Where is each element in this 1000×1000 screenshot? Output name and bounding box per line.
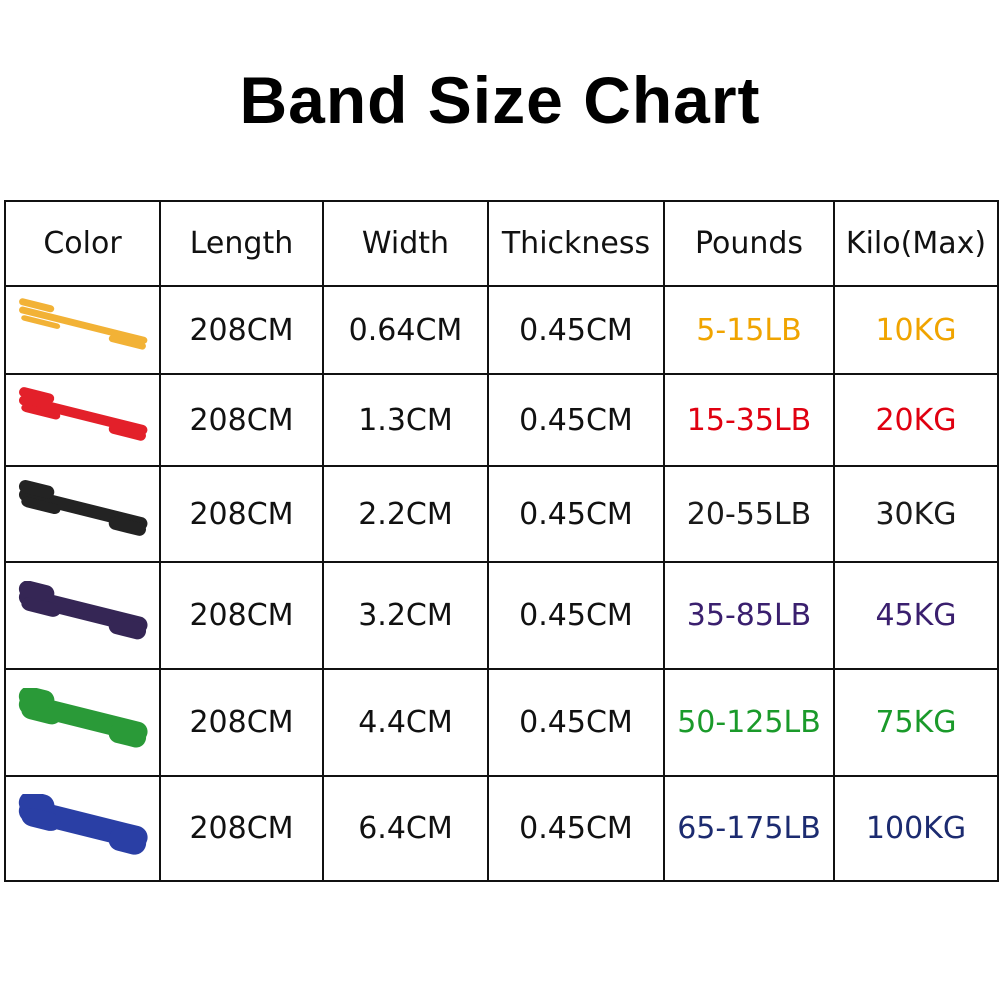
thickness-cell: 0.45CM <box>487 668 665 777</box>
table-row: 208CM 2.2CM 0.45CM 20-55LB 30KG <box>4 465 999 563</box>
thickness-cell: 0.45CM <box>487 373 665 467</box>
band-size-table: Color Length Width Thickness Pounds Kilo… <box>4 200 999 882</box>
table-row: 208CM 3.2CM 0.45CM 35-85LB 45KG <box>4 561 999 670</box>
band-color-cell <box>4 668 161 777</box>
pounds-cell: 15-35LB <box>663 373 835 467</box>
green-band-icon <box>18 687 148 748</box>
red-band-icon <box>19 387 148 441</box>
width-cell: 4.4CM <box>322 668 489 777</box>
length-cell: 208CM <box>159 561 324 670</box>
header-thickness: Thickness <box>487 200 665 287</box>
page-title: Band Size Chart <box>239 63 761 137</box>
pounds-cell: 65-175LB <box>663 775 835 882</box>
pounds-cell: 50-125LB <box>663 668 835 777</box>
thickness-cell: 0.45CM <box>487 465 665 563</box>
length-cell: 208CM <box>159 775 324 882</box>
band-color-cell <box>4 465 161 563</box>
header-pounds: Pounds <box>663 200 835 287</box>
kilo-cell: 75KG <box>833 668 999 777</box>
table-row: 208CM 0.64CM 0.45CM 5-15LB 10KG <box>4 285 999 375</box>
header-length: Length <box>159 200 324 287</box>
width-cell: 0.64CM <box>322 285 489 375</box>
yellow-band-icon <box>19 298 148 350</box>
band-color-cell <box>4 561 161 670</box>
length-cell: 208CM <box>159 285 324 375</box>
header-kilo: Kilo(Max) <box>833 200 999 287</box>
blue-band-icon <box>18 793 148 855</box>
thickness-cell: 0.45CM <box>487 775 665 882</box>
length-cell: 208CM <box>159 465 324 563</box>
kilo-cell: 10KG <box>833 285 999 375</box>
width-cell: 2.2CM <box>322 465 489 563</box>
kilo-cell: 30KG <box>833 465 999 563</box>
pounds-cell: 20-55LB <box>663 465 835 563</box>
width-cell: 3.2CM <box>322 561 489 670</box>
black-band-icon <box>18 480 148 536</box>
header-row: Color Length Width Thickness Pounds Kilo… <box>4 200 999 287</box>
thickness-cell: 0.45CM <box>487 285 665 375</box>
kilo-cell: 45KG <box>833 561 999 670</box>
length-cell: 208CM <box>159 668 324 777</box>
band-color-cell <box>4 285 161 375</box>
table-row: 208CM 4.4CM 0.45CM 50-125LB 75KG <box>4 668 999 777</box>
band-color-cell <box>4 775 161 882</box>
length-cell: 208CM <box>159 373 324 467</box>
pounds-cell: 5-15LB <box>663 285 835 375</box>
band-color-cell <box>4 373 161 467</box>
table-row: 208CM 1.3CM 0.45CM 15-35LB 20KG <box>4 373 999 467</box>
pounds-cell: 35-85LB <box>663 561 835 670</box>
header-width: Width <box>322 200 489 287</box>
header-color: Color <box>4 200 161 287</box>
purple-band-icon <box>18 580 148 639</box>
table-row: 208CM 6.4CM 0.45CM 65-175LB 100KG <box>4 775 999 882</box>
width-cell: 6.4CM <box>322 775 489 882</box>
width-cell: 1.3CM <box>322 373 489 467</box>
kilo-cell: 100KG <box>833 775 999 882</box>
kilo-cell: 20KG <box>833 373 999 467</box>
thickness-cell: 0.45CM <box>487 561 665 670</box>
